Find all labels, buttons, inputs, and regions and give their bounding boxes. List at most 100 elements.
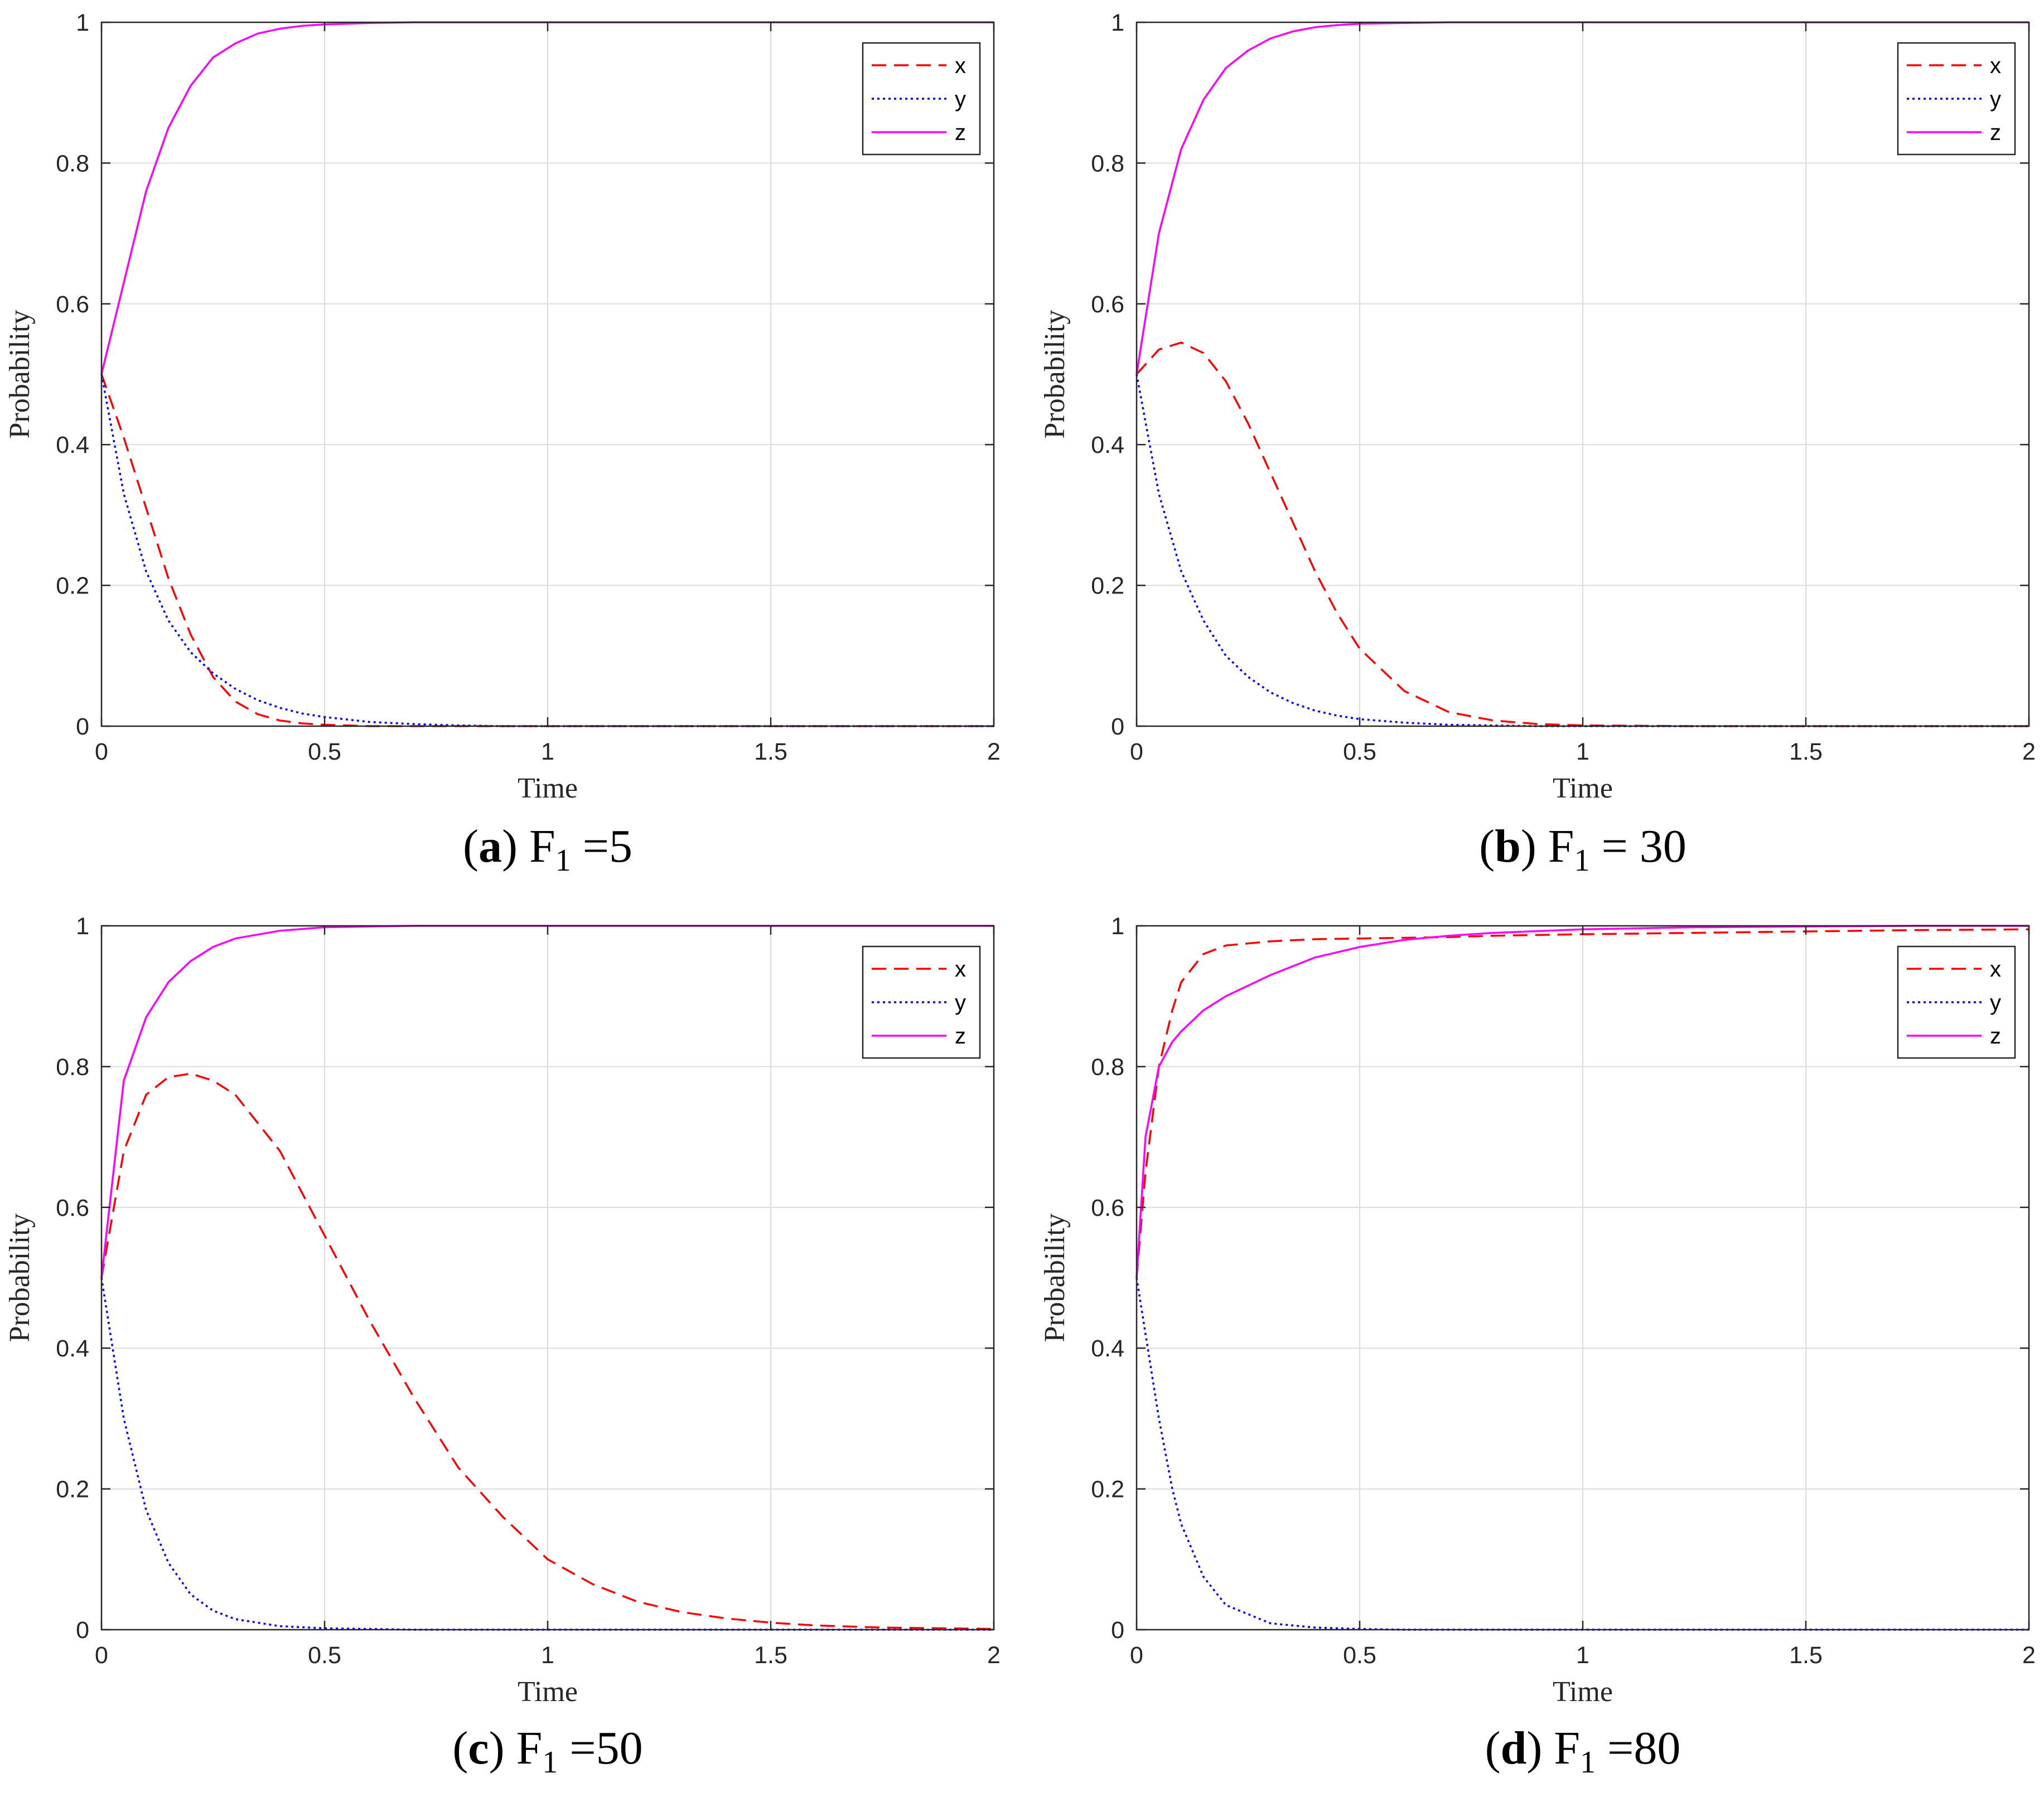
caption-value: =50 [558, 1722, 642, 1774]
y-tick-label: 0.6 [1091, 1195, 1124, 1221]
x-axis-label: Time [518, 1676, 578, 1708]
y-tick-label: 0.4 [56, 432, 89, 458]
legend-label-x: x [955, 957, 966, 982]
y-tick-label: 0.8 [1091, 1054, 1124, 1080]
y-tick-label: 0 [1111, 1617, 1124, 1644]
legend-label-y: y [955, 991, 966, 1015]
x-tick-label: 2 [2022, 738, 2036, 765]
x-tick-label: 0.5 [308, 1642, 341, 1669]
chart-panel-b: 0 0.5 1 1.5 2 0 0.2 0.4 0.6 0.8 1 Time Probability xy… [1039, 9, 2036, 878]
legend: xyz [862, 42, 981, 156]
series-line-y [100, 1277, 994, 1631]
x-tick-label: 0 [95, 738, 108, 765]
caption-part: ) [1521, 820, 1548, 872]
caption-part: F [529, 820, 555, 872]
y-tick-label: 0.2 [56, 1476, 89, 1503]
y-tick-label: 0.4 [1091, 432, 1124, 458]
panel-caption: (d) F1 =80 [1485, 1722, 1681, 1780]
y-tick-label: 0.4 [56, 1335, 89, 1362]
legend-label-y: y [1990, 991, 2001, 1015]
chart-panel-c: 0 0.5 1 1.5 2 0 0.2 0.4 0.6 0.8 1 Time Probability xy… [4, 913, 1001, 1780]
panel-caption: (b) F1 = 30 [1479, 820, 1687, 878]
caption-part: F [1554, 1722, 1580, 1774]
caption-part: ( [1479, 820, 1495, 872]
x-tick-label: 1 [541, 738, 554, 765]
x-tick-label: 0 [1130, 1642, 1143, 1669]
x-tick-label: 1 [541, 1642, 554, 1669]
x-tick-label: 1 [1576, 1642, 1589, 1669]
caption-part: a [479, 820, 502, 872]
caption-subscript: 1 [1580, 1745, 1596, 1780]
caption-subscript: 1 [555, 843, 571, 878]
series-line-y [100, 374, 994, 727]
legend: xyz [862, 945, 981, 1059]
y-tick-label: 0.2 [1091, 573, 1124, 600]
legend-box [1897, 945, 2016, 1059]
legend-label-z: z [1990, 1024, 2001, 1049]
caption-part: ( [463, 820, 479, 872]
y-tick-label: 0 [1111, 713, 1124, 740]
y-tick-label: 1 [1111, 913, 1124, 940]
caption-subscript: 1 [542, 1745, 558, 1780]
y-tick-label: 0.4 [1091, 1335, 1124, 1362]
caption-part: ( [1485, 1722, 1501, 1774]
caption-value: =5 [571, 820, 632, 872]
chart-panel-a: 0 0.5 1 1.5 2 0 0.2 0.4 0.6 0.8 1 Time Probability xy… [4, 9, 1001, 878]
x-tick-label: 0.5 [1343, 1642, 1376, 1669]
x-tick-label: 2 [2022, 1642, 2036, 1669]
caption-value: = 30 [1590, 820, 1687, 872]
legend-box [862, 42, 981, 156]
legend-box [862, 945, 981, 1059]
x-axis-label: Time [1553, 772, 1613, 804]
legend-label-x: x [955, 54, 966, 78]
caption-part: ( [452, 1722, 468, 1774]
legend-label-y: y [1990, 87, 2001, 112]
x-tick-label: 1.5 [1789, 1642, 1823, 1669]
x-tick-label: 1.5 [754, 738, 787, 765]
caption-part: ) [489, 1722, 516, 1774]
legend-label-z: z [955, 120, 966, 145]
legend-label-z: z [955, 1024, 966, 1049]
y-tick-label: 0.8 [56, 1054, 89, 1080]
caption-part: c [468, 1722, 489, 1774]
x-tick-label: 1.5 [1789, 738, 1823, 765]
legend-label-x: x [1990, 54, 2001, 78]
y-tick-label: 1 [1111, 9, 1124, 36]
y-tick-label: 0.6 [56, 291, 89, 318]
caption-part: b [1495, 820, 1521, 872]
panel-caption: (a) F1 =5 [463, 820, 632, 878]
y-axis-label: Probability [4, 310, 36, 438]
series-line-z [1135, 925, 2029, 1278]
caption-part: d [1501, 1722, 1527, 1774]
panel-caption: (c) F1 =50 [452, 1722, 642, 1780]
x-tick-label: 0.5 [1343, 738, 1376, 765]
y-tick-label: 0 [76, 1617, 89, 1644]
y-axis-label: Probability [1039, 310, 1071, 438]
x-tick-label: 0 [1130, 738, 1143, 765]
x-tick-label: 1.5 [754, 1642, 787, 1669]
caption-part: ) [1526, 1722, 1554, 1774]
x-axis-label: Time [518, 772, 578, 804]
y-tick-label: 0.2 [56, 573, 89, 600]
y-axis-label: Probability [4, 1213, 36, 1342]
x-tick-label: 2 [987, 1642, 1001, 1669]
caption-subscript: 1 [1574, 843, 1590, 878]
y-tick-label: 0.8 [1091, 150, 1124, 177]
y-tick-label: 0.6 [56, 1195, 89, 1221]
legend-label-z: z [1990, 120, 2001, 145]
caption-part: ) [502, 820, 529, 872]
series-line-y [1135, 1277, 2029, 1631]
legend: xyz [1897, 42, 2016, 156]
caption-part: F [516, 1722, 543, 1774]
chart-panel-d: 0 0.5 1 1.5 2 0 0.2 0.4 0.6 0.8 1 Time Probability xy… [1039, 913, 2036, 1780]
x-tick-label: 1 [1576, 738, 1589, 765]
series-line-x [100, 1073, 994, 1630]
y-tick-label: 0.8 [56, 150, 89, 177]
caption-value: =80 [1596, 1722, 1680, 1774]
y-axis-label: Probability [1039, 1213, 1071, 1342]
y-tick-label: 0.2 [1091, 1476, 1124, 1503]
series-line-x [1135, 928, 2029, 1278]
x-tick-label: 0 [95, 1642, 108, 1669]
legend: xyz [1897, 945, 2016, 1059]
